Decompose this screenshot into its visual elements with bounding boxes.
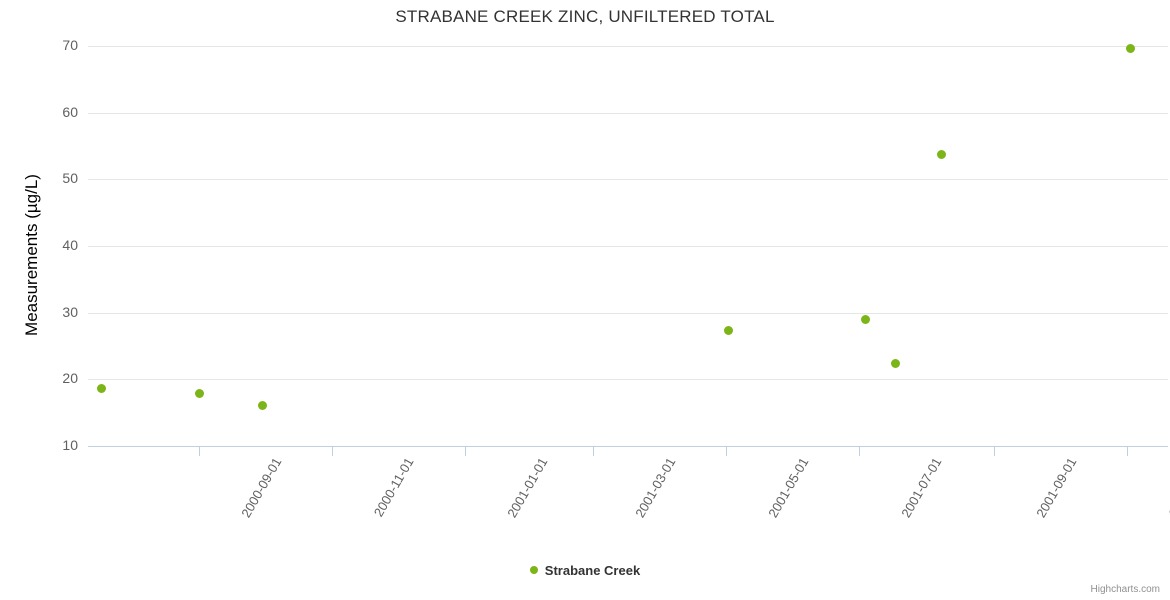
y-axis-tick-label: 50 bbox=[62, 170, 78, 187]
gridline bbox=[88, 312, 1168, 314]
plot-area bbox=[88, 44, 1168, 446]
highcharts-credits-link[interactable]: Highcharts.com bbox=[1090, 584, 1160, 595]
chart-legend: Strabane Creek bbox=[0, 562, 1170, 578]
data-point[interactable] bbox=[96, 384, 106, 394]
x-axis-tick-mark bbox=[593, 447, 595, 456]
data-point[interactable] bbox=[891, 358, 901, 368]
x-axis-tick-mark bbox=[1126, 447, 1128, 456]
x-axis-tick-mark bbox=[464, 447, 466, 456]
y-axis-tick-label: 10 bbox=[62, 437, 78, 453]
legend-item-label: Strabane Creek bbox=[544, 563, 641, 579]
y-axis-tick-label: 60 bbox=[62, 103, 78, 120]
x-axis-tick-label: 2000-09-01 bbox=[238, 455, 285, 521]
gridline bbox=[88, 112, 1168, 114]
x-axis-tick-mark bbox=[725, 447, 727, 456]
x-axis-tick-label: 2001-07-01 bbox=[898, 455, 945, 521]
gridline bbox=[88, 46, 1168, 47]
data-point[interactable] bbox=[194, 388, 204, 398]
x-axis-tick-label: 2000-11-01 bbox=[370, 455, 417, 520]
data-point[interactable] bbox=[937, 149, 947, 159]
x-axis-tick-mark bbox=[858, 447, 860, 456]
gridline bbox=[88, 179, 1168, 181]
y-axis-tick-label: 30 bbox=[62, 303, 78, 320]
x-axis-line bbox=[88, 446, 1168, 447]
data-point[interactable] bbox=[257, 400, 267, 410]
gridline bbox=[88, 246, 1168, 247]
x-axis-tick-mark bbox=[993, 447, 995, 456]
x-axis-tick-label: 2001-11-01 bbox=[1165, 455, 1170, 520]
y-axis-tick-label: 40 bbox=[62, 237, 78, 253]
x-axis-tick-label: 2001-01-01 bbox=[503, 455, 551, 521]
legend-item-strabane-creek[interactable]: Strabane Creek bbox=[529, 562, 641, 579]
x-axis-tick-mark bbox=[331, 447, 333, 456]
data-point[interactable] bbox=[1126, 44, 1136, 54]
data-point[interactable] bbox=[860, 314, 870, 324]
x-axis-tick-mark bbox=[199, 447, 201, 456]
data-point[interactable] bbox=[723, 325, 733, 335]
y-axis-tick-label: 70 bbox=[62, 37, 78, 53]
chart-title: STRABANE CREEK ZINC, UNFILTERED TOTAL bbox=[395, 7, 775, 26]
x-axis-tick-label: 2001-09-01 bbox=[1033, 455, 1080, 521]
x-axis-tick-label: 2001-03-01 bbox=[632, 455, 679, 521]
x-axis-tick-label: 2001-05-01 bbox=[765, 455, 812, 521]
y-axis-tick-label: 20 bbox=[62, 370, 78, 387]
legend-marker-icon bbox=[529, 565, 538, 574]
gridline bbox=[88, 379, 1168, 381]
